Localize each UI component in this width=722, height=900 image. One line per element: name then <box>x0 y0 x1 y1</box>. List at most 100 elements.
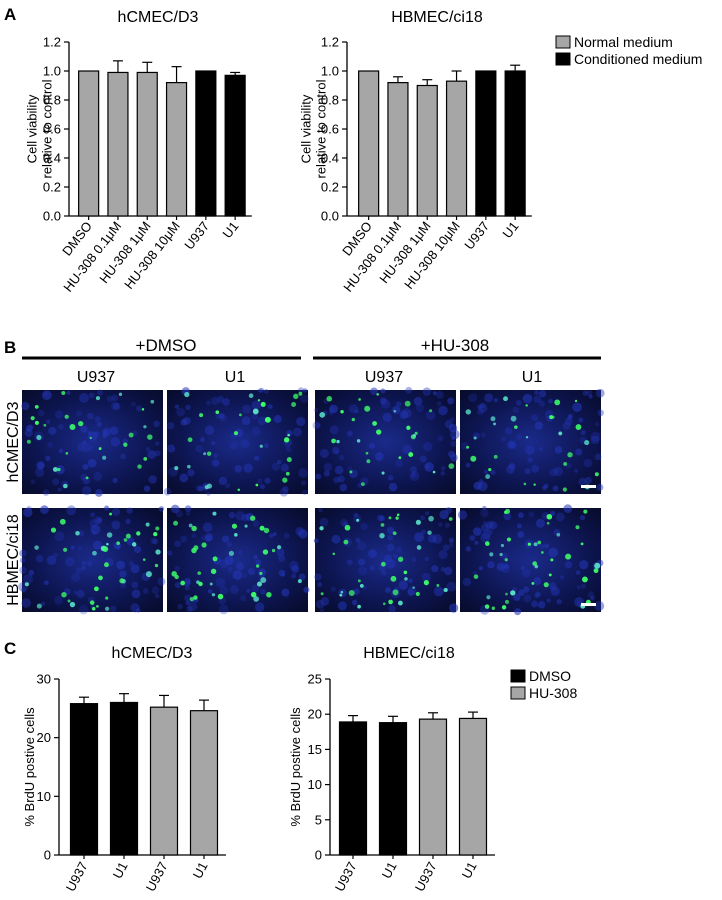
brdu-positive-dot <box>104 606 110 611</box>
brdu-positive-dot <box>567 452 573 458</box>
x-tick-label: U1 <box>190 859 211 881</box>
nucleus-dot <box>540 544 545 549</box>
x-tick-label: U937 <box>63 859 91 893</box>
brdu-positive-dot <box>381 561 386 567</box>
nucleus-dot <box>151 586 160 595</box>
nucleus-dot <box>440 471 445 476</box>
nucleus-dot <box>88 445 94 451</box>
nucleus-dot <box>472 570 477 575</box>
nucleus-dot <box>408 578 413 584</box>
nucleus-dot <box>251 426 261 436</box>
brdu-positive-dot <box>253 596 260 602</box>
nucleus-dot <box>579 560 589 570</box>
brdu-positive-dot <box>145 522 150 527</box>
bar <box>358 70 380 217</box>
brdu-positive-dot <box>372 421 377 426</box>
nucleus-dot <box>567 414 572 420</box>
chart-title: hCMEC/D3 <box>118 9 199 26</box>
nucleus-dot <box>81 566 86 571</box>
nucleus-dot <box>37 461 45 470</box>
nucleus-dot <box>157 577 166 586</box>
brdu-positive-dot <box>506 537 511 542</box>
y-tick-label: 0.0 <box>321 209 339 224</box>
nucleus-dot <box>465 546 472 552</box>
brdu-positive-dot <box>540 551 544 554</box>
nucleus-dot <box>407 586 417 596</box>
nucleus-dot <box>486 528 494 535</box>
brdu-positive-dot <box>340 590 344 594</box>
nucleus-dot <box>554 446 563 454</box>
nucleus-dot <box>362 585 368 590</box>
nucleus-dot <box>399 410 409 419</box>
nucleus-dot <box>204 533 214 542</box>
brdu-positive-dot <box>189 596 194 602</box>
brdu-positive-dot <box>466 445 469 449</box>
nucleus-dot <box>388 605 396 613</box>
nucleus-dot <box>106 395 114 403</box>
nucleus-dot <box>447 397 455 405</box>
nucleus-dot <box>580 583 586 589</box>
brdu-positive-dot <box>432 470 436 474</box>
nucleus-dot <box>77 545 83 551</box>
brdu-positive-dot <box>412 586 415 589</box>
nucleus-dot <box>575 448 583 456</box>
bar <box>504 70 526 217</box>
brdu-positive-dot <box>209 582 213 586</box>
legend-a: Normal medium Conditioned medium <box>555 34 702 67</box>
nucleus-dot <box>153 420 160 428</box>
nucleus-dot <box>522 569 531 578</box>
nucleus-dot <box>333 476 340 484</box>
nucleus-dot <box>240 439 250 448</box>
brdu-positive-dot <box>89 600 95 605</box>
nucleus-dot <box>579 515 586 521</box>
nucleus-dot <box>317 582 323 588</box>
nucleus-dot <box>534 421 543 430</box>
nucleus-dot <box>264 477 271 484</box>
brdu-positive-dot <box>125 533 131 539</box>
x-tick-label: U937 <box>461 219 492 253</box>
nucleus-dot <box>235 562 244 571</box>
nucleus-dot <box>539 390 547 398</box>
nucleus-dot <box>202 522 213 533</box>
nucleus-dot <box>334 449 340 455</box>
brdu-positive-dot <box>98 447 102 451</box>
nucleus-dot <box>360 522 368 531</box>
nucleus-dot <box>91 530 97 536</box>
nucleus-dot <box>87 561 92 567</box>
nucleus-dot <box>111 507 121 517</box>
brdu-positive-dot <box>43 423 47 427</box>
brdu-positive-dot <box>583 509 588 514</box>
nucleus-dot <box>132 430 138 436</box>
nucleus-dot <box>482 505 487 511</box>
nucleus-dot <box>358 558 366 566</box>
bar <box>69 703 99 856</box>
nucleus-dot <box>298 573 306 581</box>
brdu-positive-dot <box>489 552 494 557</box>
nucleus-dot <box>552 485 559 492</box>
nucleus-dot <box>43 391 49 397</box>
brdu-positive-dot <box>398 456 402 460</box>
nucleus-dot <box>229 584 239 594</box>
nucleus-dot <box>120 453 126 460</box>
nucleus-dot <box>533 395 542 404</box>
nucleus-dot <box>291 565 300 573</box>
nucleus-dot <box>273 415 282 424</box>
nucleus-dot <box>82 440 87 445</box>
brdu-positive-dot <box>286 457 292 463</box>
brdu-positive-dot <box>523 482 527 486</box>
nucleus-dot <box>480 523 489 532</box>
nucleus-dot <box>501 552 509 560</box>
nucleus-dot <box>550 586 560 597</box>
nucleus-dot <box>414 532 424 543</box>
y-tick-label: 0 <box>315 848 322 863</box>
nucleus-dot <box>368 549 377 559</box>
brdu-positive-dot <box>260 401 266 407</box>
nucleus-dot <box>79 392 89 403</box>
nucleus-dot <box>243 463 253 473</box>
nucleus-dot <box>75 567 82 574</box>
x-tick-label: U937 <box>412 859 440 893</box>
brdu-positive-dot <box>64 414 69 419</box>
nucleus-dot <box>292 427 302 437</box>
brdu-positive-dot <box>491 606 496 610</box>
nucleus-dot <box>129 561 134 566</box>
